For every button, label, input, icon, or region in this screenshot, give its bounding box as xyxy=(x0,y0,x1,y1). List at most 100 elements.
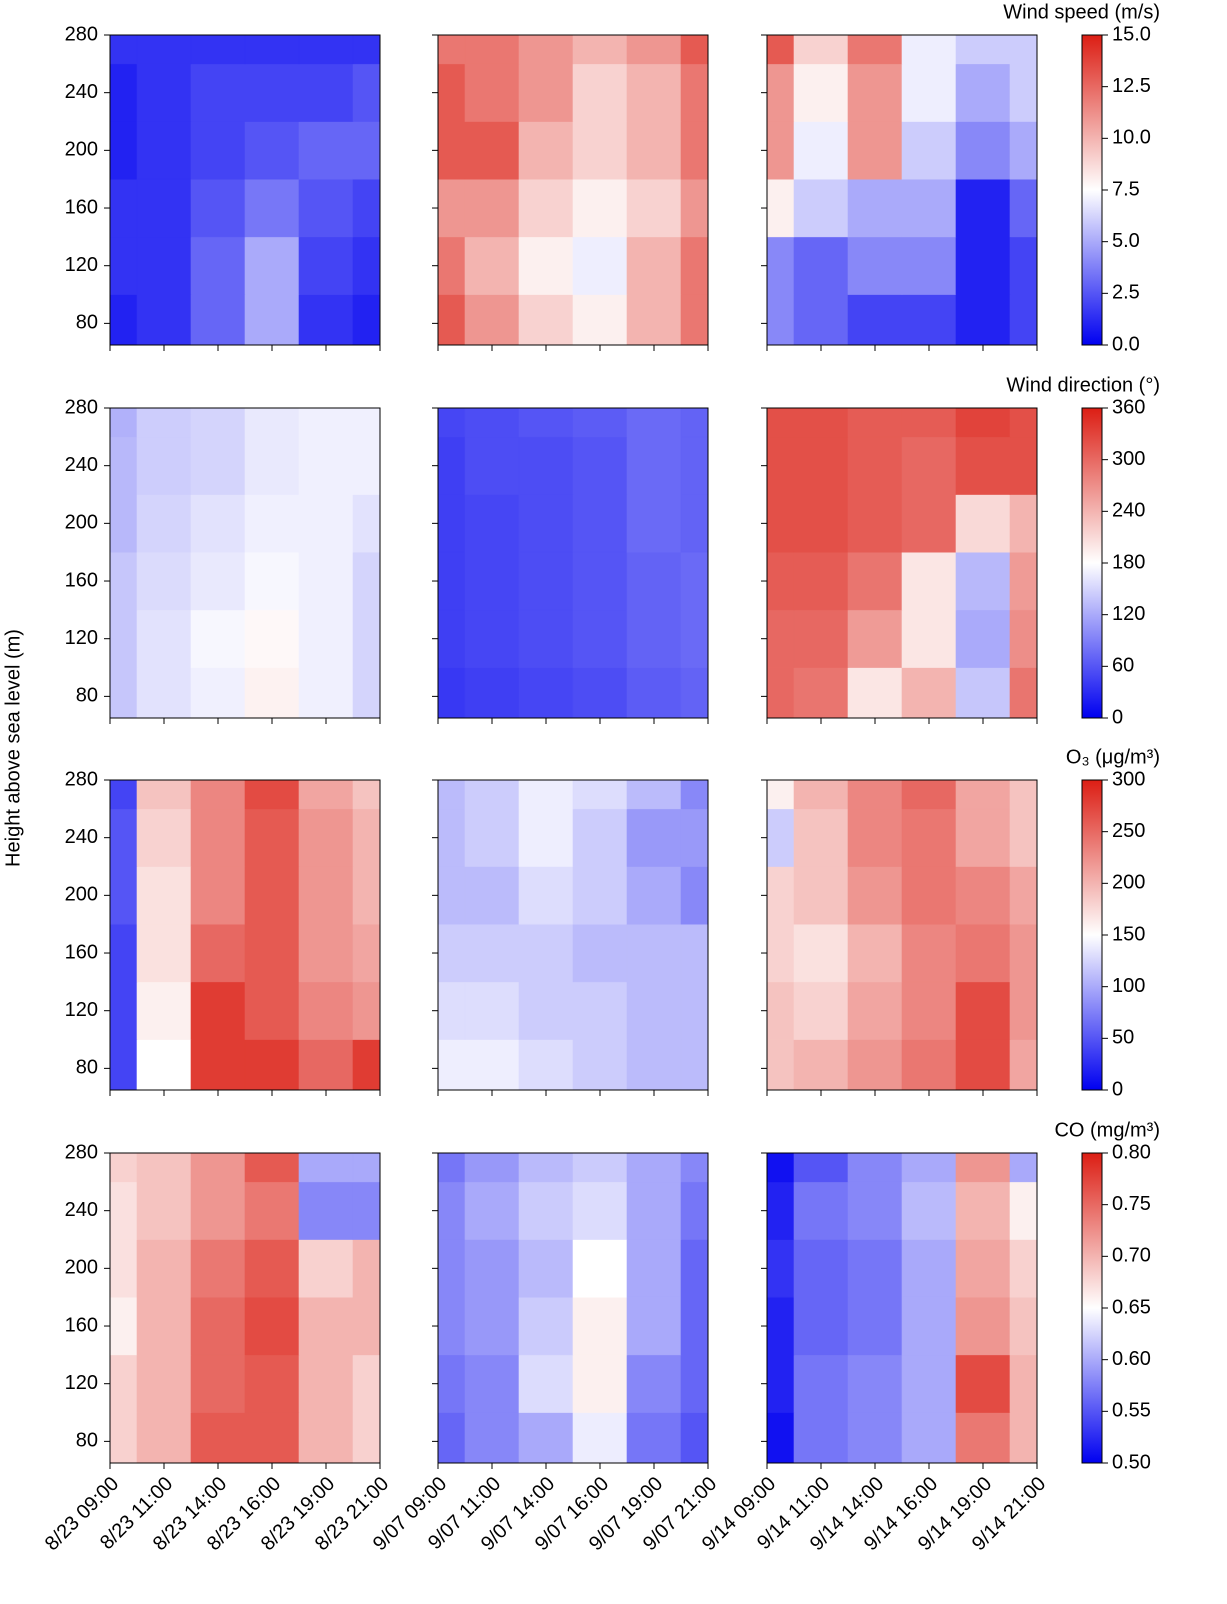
contour-cell xyxy=(352,407,381,438)
contour-cell xyxy=(244,294,300,346)
y-tick-label: 240 xyxy=(65,826,98,848)
contour-cell xyxy=(847,121,903,180)
contour-cell xyxy=(298,436,354,495)
contour-cell xyxy=(136,667,192,719)
contour-cell xyxy=(766,494,795,553)
contour-cell xyxy=(190,494,246,553)
contour-cell xyxy=(244,1412,300,1464)
contour-cell xyxy=(352,609,381,668)
contour-cell xyxy=(847,1239,903,1298)
contour-cell xyxy=(680,178,709,238)
panel-frame xyxy=(766,407,1038,719)
contour-cell xyxy=(572,1354,628,1413)
contour-cell xyxy=(1009,236,1038,295)
contour-cell xyxy=(1009,178,1038,238)
contour-cell xyxy=(901,1152,957,1183)
colorbar-tick-label: 0.65 xyxy=(1112,1296,1151,1318)
contour-cell xyxy=(437,1239,466,1298)
contour-cell xyxy=(136,494,192,553)
contour-cell xyxy=(1009,1181,1038,1240)
contour-cell xyxy=(793,609,849,668)
contour-cell xyxy=(518,1039,574,1091)
contour-cell xyxy=(1009,866,1038,925)
contour-cell xyxy=(437,63,466,122)
contour-cell xyxy=(352,779,381,810)
contour-cell xyxy=(518,436,574,495)
contour-cell xyxy=(244,1039,300,1091)
contour-cell xyxy=(352,178,381,238)
contour-cell xyxy=(464,494,520,553)
contour-cell xyxy=(136,981,192,1040)
colorbar-title: O₃ (μg/m³) xyxy=(1066,746,1160,768)
contour-cell xyxy=(1009,923,1038,983)
colorbar-tick-label: 120 xyxy=(1112,603,1145,625)
colorbar-tick-label: 0.55 xyxy=(1112,1400,1151,1422)
contour-cell xyxy=(190,294,246,346)
contour-cell xyxy=(136,178,192,238)
y-tick-label: 160 xyxy=(65,1314,98,1336)
y-tick-label: 160 xyxy=(65,941,98,963)
contour-cell xyxy=(298,1412,354,1464)
contour-cell xyxy=(1009,1354,1038,1413)
y-tick-label: 80 xyxy=(76,1057,98,1079)
contour-cell xyxy=(1009,779,1038,810)
contour-cell xyxy=(1009,1239,1038,1298)
contour-cell xyxy=(190,236,246,295)
y-tick-label: 240 xyxy=(65,1199,98,1221)
colorbar-tick-label: 0.80 xyxy=(1112,1141,1151,1163)
contour-cell xyxy=(1009,551,1038,611)
contour-cell xyxy=(190,1152,246,1183)
contour-cell xyxy=(464,34,520,65)
contour-cell xyxy=(901,779,957,810)
contour-cell xyxy=(464,609,520,668)
contour-cell xyxy=(1009,808,1038,867)
contour-cell xyxy=(847,551,903,611)
contour-cell xyxy=(298,866,354,925)
contour-cell xyxy=(901,609,957,668)
contour-cell xyxy=(901,1412,957,1464)
contour-cell xyxy=(901,121,957,180)
contour-cell xyxy=(680,609,709,668)
colorbar-tick-label: 0 xyxy=(1112,1078,1123,1100)
contour-cell xyxy=(298,121,354,180)
contour-cell xyxy=(437,436,466,495)
contour-cell xyxy=(298,779,354,810)
colorbar xyxy=(1081,407,1103,719)
contour-cell xyxy=(244,551,300,611)
contour-cell xyxy=(190,436,246,495)
contour-cell xyxy=(626,294,682,346)
colorbar xyxy=(1081,34,1103,346)
contour-cell xyxy=(847,436,903,495)
panel-frame xyxy=(109,407,381,719)
contour-cell xyxy=(109,1296,138,1356)
contour-cell xyxy=(680,436,709,495)
contour-cell xyxy=(518,667,574,719)
contour-cell xyxy=(244,866,300,925)
contour-cell xyxy=(1009,407,1038,438)
contour-cell xyxy=(244,494,300,553)
contour-cell xyxy=(766,1296,795,1356)
contour-cell xyxy=(766,178,795,238)
contour-cell xyxy=(572,1239,628,1298)
panel-frame xyxy=(437,1152,709,1464)
contour-cell xyxy=(847,34,903,65)
colorbar-tick-label: 300 xyxy=(1112,448,1145,470)
colorbar-tick-label: 240 xyxy=(1112,500,1145,522)
contour-cell xyxy=(847,808,903,867)
contour-cell xyxy=(437,294,466,346)
contour-cell xyxy=(136,236,192,295)
contour-cell xyxy=(626,551,682,611)
contour-cell xyxy=(464,981,520,1040)
contour-cell xyxy=(464,294,520,346)
contour-cell xyxy=(572,494,628,553)
contour-cell xyxy=(136,779,192,810)
contour-cell xyxy=(626,1239,682,1298)
contour-cell xyxy=(847,1181,903,1240)
contour-cell xyxy=(766,866,795,925)
contour-cell xyxy=(352,1152,381,1183)
contour-cell xyxy=(352,294,381,346)
contour-cell xyxy=(572,1412,628,1464)
contour-cell xyxy=(437,407,466,438)
contour-cell xyxy=(847,407,903,438)
contour-cell xyxy=(298,981,354,1040)
